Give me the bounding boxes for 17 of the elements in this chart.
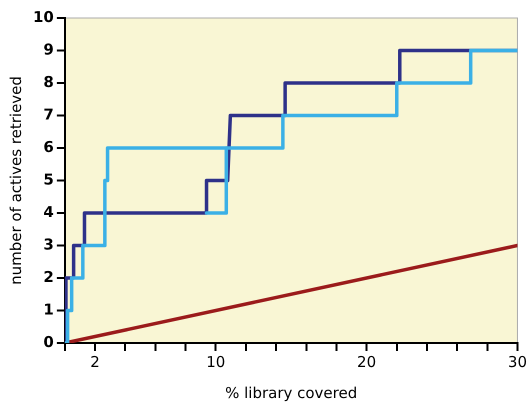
y-tick-label: 5 <box>43 170 54 188</box>
y-tick-label: 1 <box>43 300 54 318</box>
x-axis-title: % library covered <box>225 384 358 402</box>
y-tick-label: 6 <box>43 138 54 156</box>
x-tick-label: 30 <box>508 352 528 371</box>
y-tick-label: 10 <box>33 8 54 26</box>
y-tick-label: 4 <box>43 202 54 221</box>
x-tick-label: 2 <box>90 352 100 371</box>
y-axis-title: number of actives retrieved <box>6 76 25 285</box>
x-tick-label: 10 <box>206 352 226 371</box>
y-tick-label: 3 <box>43 235 54 254</box>
y-tick-label: 0 <box>43 332 54 351</box>
y-tick-label: 8 <box>43 72 54 91</box>
y-tick-label: 2 <box>43 268 54 286</box>
x-tick-label: 20 <box>357 352 376 371</box>
y-tick-label: 9 <box>43 40 54 58</box>
y-tick-label: 7 <box>43 105 54 124</box>
